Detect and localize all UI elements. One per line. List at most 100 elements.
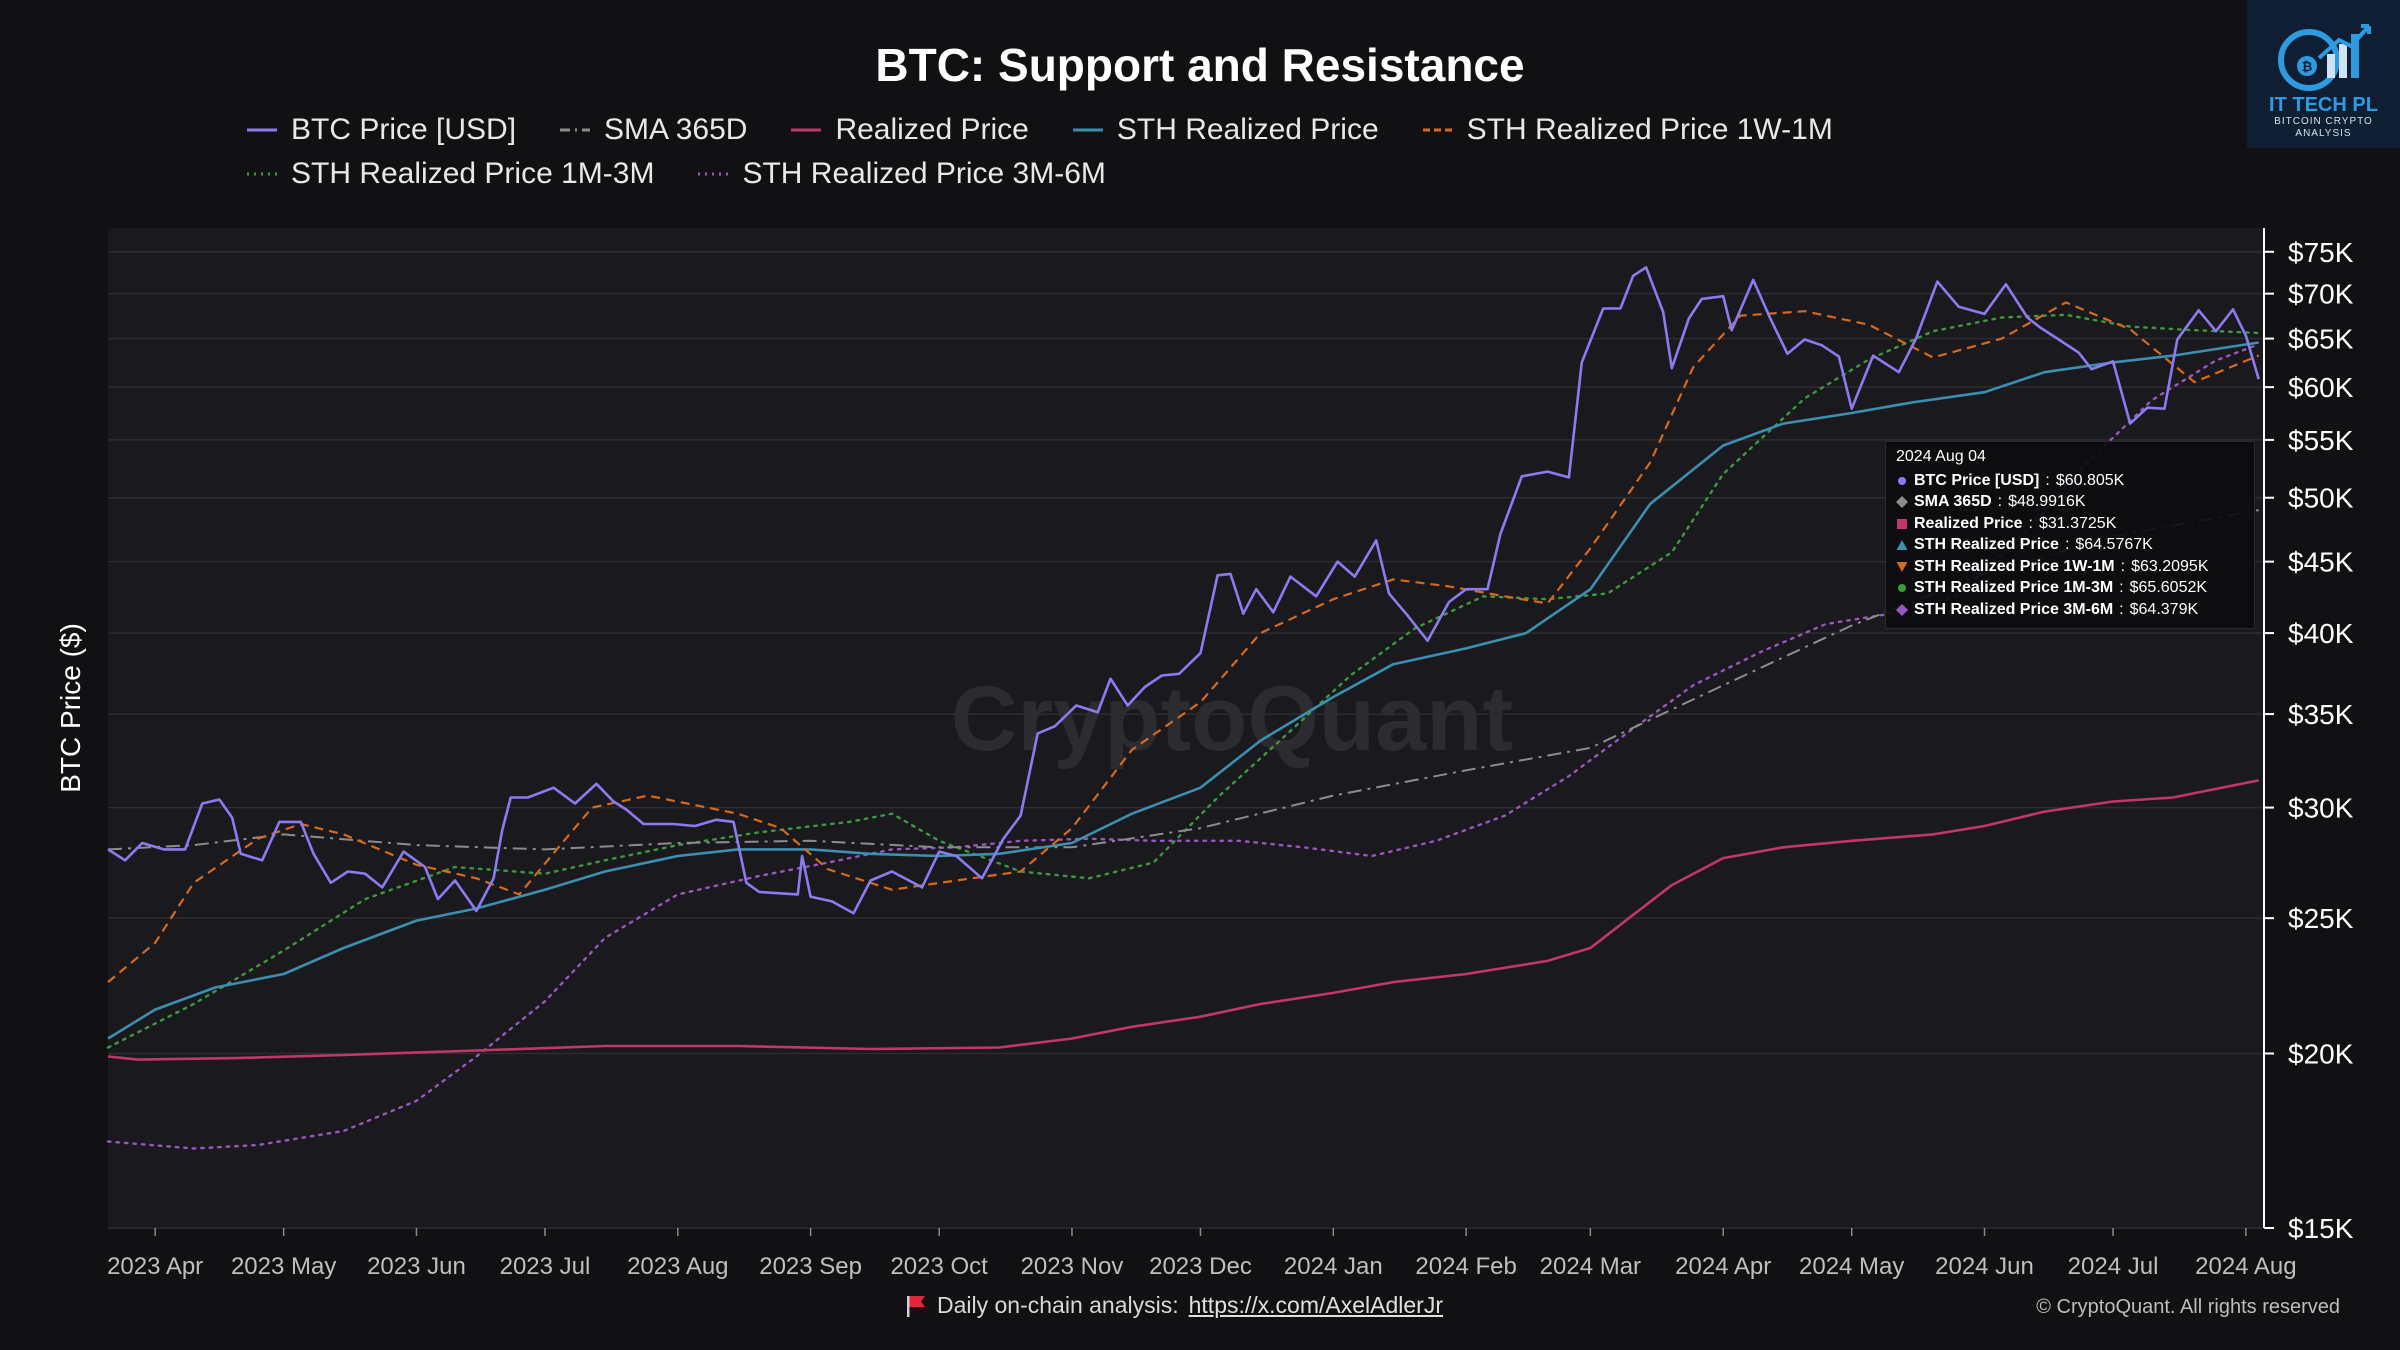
legend-label: BTC Price [USD] (291, 113, 517, 146)
tooltip-value: $65.6052K (2129, 579, 2208, 597)
x-tick-label: 2023 Aug (627, 1253, 728, 1280)
y-axis-ticks: $15K $20K $25K $30K $35K $40K $45K $50K $55K $60K… (2264, 237, 2354, 1244)
copyright-text: © CryptoQuant. All rights reserved (2036, 1296, 2340, 1318)
x-tick-label: 2023 Jun (367, 1253, 466, 1280)
tooltip-label: STH Realized Price 3M-6M (1914, 600, 2114, 618)
tooltip-colon: : (2120, 557, 2126, 575)
y-tick-label: $20K (2288, 1039, 2354, 1070)
tooltip-marker-icon (1896, 540, 1908, 551)
series-line-1 (107, 509, 2259, 851)
x-tick-label: 2023 Nov (1021, 1253, 1124, 1280)
legend-swatch (1072, 128, 1103, 132)
series-line-4 (107, 301, 2260, 983)
y-tick-label: $35K (2288, 699, 2354, 730)
tooltip-value: $64.379K (2129, 600, 2199, 618)
tooltip-colon: : (2028, 514, 2033, 532)
tooltip-label: STH Realized Price (1914, 536, 2059, 554)
legend-label: SMA 365D (604, 113, 748, 146)
tooltip-row: STH Realized Price 1M-3M: $65.6052K (1896, 578, 2244, 600)
x-tick-label: 2023 Dec (1149, 1253, 1252, 1280)
legend-swatch (1422, 128, 1453, 132)
legend-item[interactable]: STH Realized Price 1M-3M (245, 156, 654, 192)
tooltip-label: SMA 365D (1914, 493, 1992, 511)
y-tick-label: $50K (2288, 483, 2354, 514)
chart-title: BTC: Support and Resistance (875, 39, 1525, 91)
y-tick-label: $25K (2288, 903, 2354, 934)
tooltip-colon: : (2045, 471, 2050, 489)
tooltip-marker-icon (1898, 584, 1906, 593)
legend-swatch (247, 172, 277, 176)
tooltip-label: BTC Price [USD] (1914, 471, 2040, 489)
legend-item[interactable]: STH Realized Price (1071, 112, 1379, 148)
tooltip-row: STH Realized Price 1W-1M: $63.2095K (1896, 556, 2244, 578)
x-tick-label: 2024 Mar (1540, 1253, 1641, 1280)
legend-item[interactable]: STH Realized Price 1W-1M (1421, 112, 1833, 148)
x-tick-label: 2024 Jul (2068, 1253, 2159, 1280)
x-tick-label: 2024 Apr (1675, 1253, 1771, 1280)
footer-analysis-link[interactable]: https://x.com/AxelAdlerJr (1188, 1292, 1443, 1318)
legend-label: STH Realized Price 1W-1M (1466, 113, 1833, 146)
x-tick-label: 2024 Aug (2195, 1253, 2296, 1280)
tooltip-colon: : (1997, 493, 2003, 511)
legend-item[interactable]: Realized Price (789, 112, 1029, 148)
svg-text:₿: ₿ (2301, 59, 2312, 74)
tooltip-value: $31.3725K (2038, 514, 2117, 532)
tooltip-value: $48.9916K (2008, 493, 2086, 511)
tooltip-value: $64.5767K (2075, 536, 2153, 554)
legend-item[interactable]: BTC Price [USD] (245, 112, 516, 148)
legend-label: Realized Price (835, 113, 1029, 146)
tooltip-colon: : (2119, 579, 2124, 597)
hover-tooltip: 2024 Aug 04 BTC Price [USD]: $60.805K SMA … (1885, 441, 2255, 629)
legend: BTC Price [USD] SMA 365D Realized Price STH… (245, 112, 2225, 192)
series-line-2 (107, 779, 2259, 1061)
y-tick-label: $65K (2288, 324, 2354, 355)
legend-item[interactable]: SMA 365D (558, 112, 747, 148)
plot-background (108, 228, 2263, 1228)
x-tick-label: 2024 May (1799, 1253, 1904, 1280)
legend-swatch (698, 172, 729, 176)
tooltip-label: STH Realized Price 1W-1M (1914, 557, 2115, 575)
tooltip-marker-icon (1897, 518, 1907, 529)
series-line-0 (107, 266, 2260, 915)
y-tick-label: $60K (2288, 372, 2354, 403)
chart-growth-logo-icon: ₿ (2277, 24, 2371, 91)
x-tick-label: 2023 Apr (107, 1253, 203, 1280)
tooltip-rows: BTC Price [USD]: $60.805K SMA 365D: $48.991… (1896, 470, 2244, 621)
tooltip-row: SMA 365D: $48.9916K (1896, 492, 2244, 514)
x-tick-label: 2024 Jan (1284, 1253, 1383, 1280)
tooltip-value: $60.805K (2055, 471, 2125, 489)
legend-item[interactable]: STH Realized Price 3M-6M (696, 156, 1106, 192)
footer-analysis: Daily on-chain analysis: https://x.com/A… (905, 1292, 1443, 1319)
y-tick-label: $15K (2288, 1213, 2354, 1244)
tooltip-colon: : (2119, 600, 2124, 618)
series-lines (106, 266, 2260, 1150)
logo-tagline: BITCOIN CRYPTO ANALYSIS (2274, 116, 2373, 139)
tooltip-marker-icon (1896, 603, 1908, 616)
x-tick-label: 2024 Jun (1935, 1253, 2034, 1280)
watermark: CryptoQuant (951, 668, 1513, 770)
tooltip-label: Realized Price (1914, 514, 2023, 532)
logo-name: IT TECH PL (2269, 94, 2378, 116)
x-tick-label: 2024 Feb (1415, 1253, 1516, 1280)
y-axis-label: BTC Price ($) (55, 623, 86, 793)
y-tick-label: $40K (2288, 618, 2354, 649)
legend-label: STH Realized Price (1116, 113, 1379, 146)
x-tick-label: 2023 Sep (759, 1253, 862, 1280)
tooltip-row: STH Realized Price 3M-6M: $64.379K (1896, 599, 2244, 621)
y-tick-label: $55K (2288, 425, 2354, 456)
tooltip-label: STH Realized Price 1M-3M (1914, 579, 2114, 597)
y-tick-label: $30K (2288, 793, 2354, 824)
x-tick-label: 2023 Oct (890, 1253, 988, 1280)
logo: ₿ IT TECH PL BITCOIN CRYPTO ANALYSIS (2247, 0, 2400, 148)
x-tick-label: 2023 May (231, 1253, 336, 1280)
tooltip-marker-icon (1896, 561, 1908, 572)
tooltip-row: BTC Price [USD]: $60.805K (1896, 470, 2244, 492)
grid-lines (108, 251, 2263, 1229)
footer-analysis-text: Daily on-chain analysis: (937, 1292, 1179, 1318)
tooltip-marker-icon (1898, 476, 1906, 485)
tooltip-date: 2024 Aug 04 (1896, 448, 1986, 465)
y-tick-label: $45K (2288, 547, 2354, 578)
series-line-3 (107, 341, 2259, 1040)
legend-swatch (560, 128, 591, 132)
